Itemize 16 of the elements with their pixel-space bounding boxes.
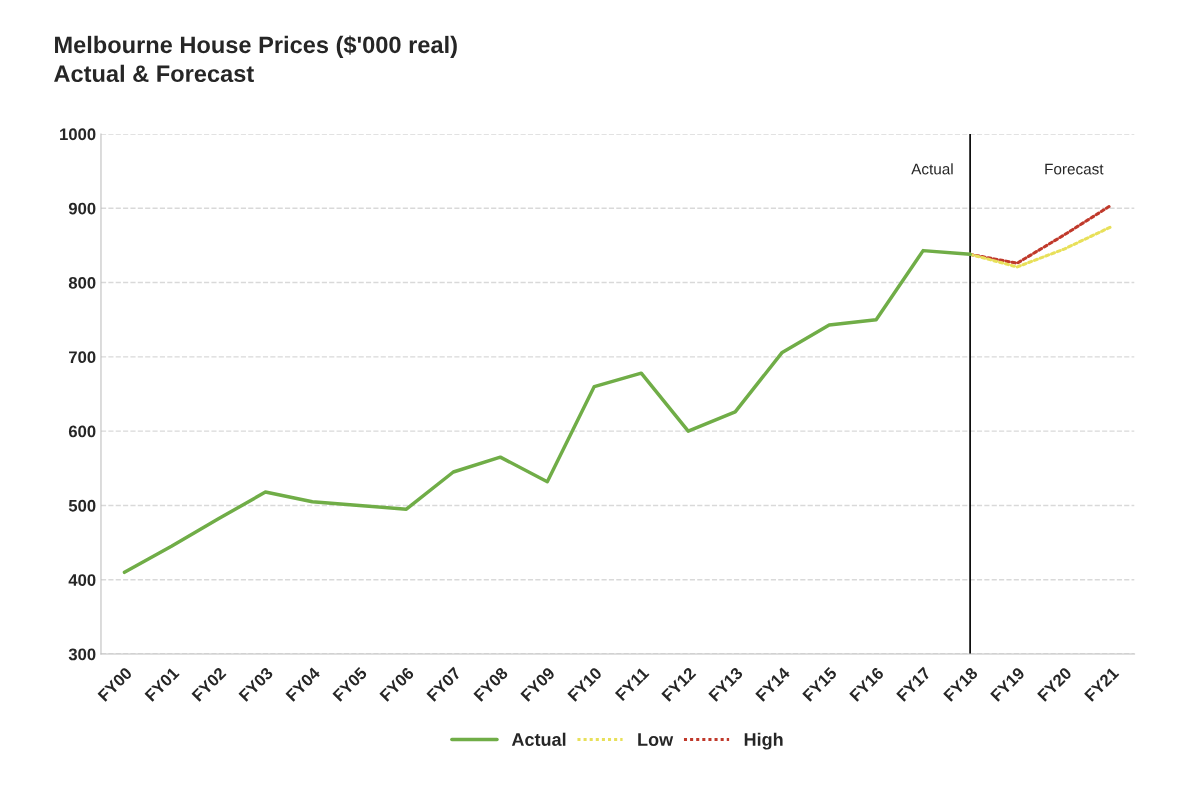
annotation: Forecast xyxy=(1045,163,1104,175)
legend-label: High xyxy=(744,732,783,750)
line-series xyxy=(968,225,1113,269)
annotation: Actual xyxy=(911,163,953,175)
line-series xyxy=(122,248,972,575)
y-tick-label: 900 xyxy=(68,202,96,215)
y-tick-label: 600 xyxy=(68,425,96,438)
legend-label: Low xyxy=(638,733,674,746)
y-tick-label: 500 xyxy=(68,499,96,512)
y-tick-label: 700 xyxy=(69,351,96,364)
y-tick-label: 300 xyxy=(68,648,96,661)
legend-label: Actual xyxy=(511,732,566,746)
y-tick-label: 800 xyxy=(68,276,96,289)
y-tick-label: 400 xyxy=(68,574,96,586)
y-tick-label: 1000 xyxy=(60,128,96,141)
chart-title: Melbourne House Prices ($'000 real) Actual & Forecast xyxy=(54,35,457,83)
